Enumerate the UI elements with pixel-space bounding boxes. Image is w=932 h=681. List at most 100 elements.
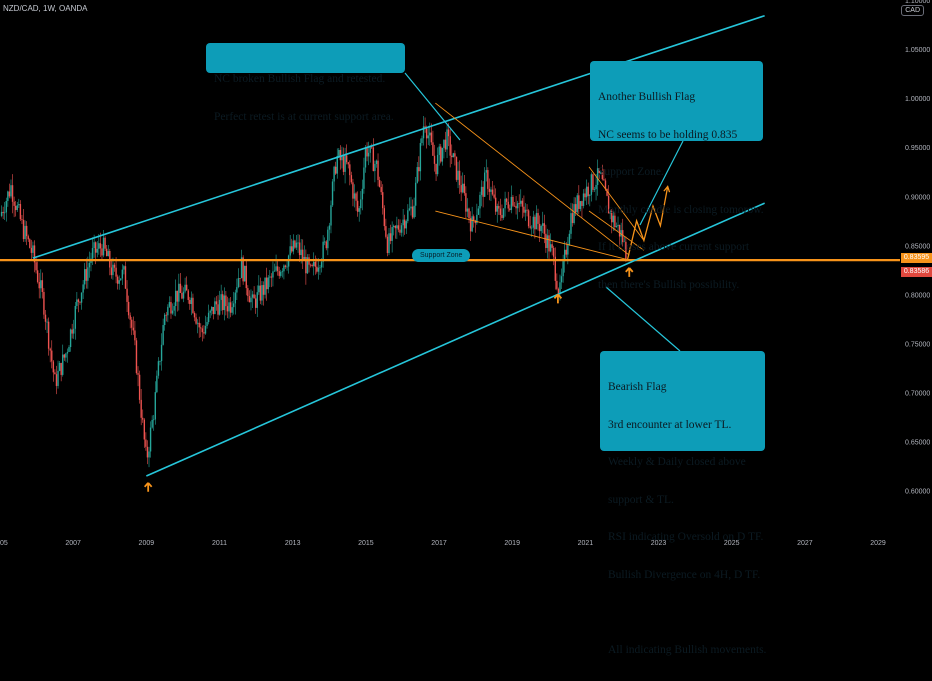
candle-body [488,188,491,192]
annotation-line: Bullish Divergence on 4H, D TF. [608,568,761,581]
x-tick-label: 2023 [651,540,667,547]
candle-body [606,189,608,196]
annotation-line: RSI indicating Oversold on D TF. [608,531,764,543]
candle-body [512,196,514,206]
annotation-line: Bearish Flag [608,381,667,393]
candle-body [454,153,456,157]
candle-body [609,211,611,214]
candle-body [499,208,502,216]
candle-body [126,288,128,302]
x-tick-label: 2015 [358,540,374,547]
candle-body [399,229,401,233]
candle-body [43,291,45,315]
candle-body [585,186,588,198]
candle-body [121,269,124,279]
x-tick-label: 2021 [578,540,594,547]
candle-body [429,132,431,136]
candle-body [127,301,130,316]
candle-body [142,417,144,420]
candle-body [123,266,125,270]
candle-body [496,205,498,212]
candle-body [228,302,230,312]
candle-body [99,243,102,249]
candle-body [538,223,541,232]
candle-body [143,419,146,440]
candle-body [192,297,194,313]
candle-body [145,439,147,447]
candle-body [498,205,500,209]
chart-svg[interactable]: 1.10000 1.05000 1.00000 0.95000 0.90000 0.850… [0,0,932,550]
candle-body [58,362,61,371]
annotation-another-bullish-flag: Another Bullish Flag NC seems to be hold… [590,61,764,291]
candle-body [54,372,56,375]
candle-body [570,213,572,234]
candle-body [339,149,342,161]
candle-body [327,229,329,249]
candle-body [250,297,252,303]
candle-body [118,280,120,284]
candle-body [573,204,575,223]
candle-body [531,227,533,229]
candle-body [617,224,619,226]
candle-body [184,284,186,292]
chart-area[interactable]: 1.10000 1.05000 1.00000 0.95000 0.90000 0.850… [0,0,932,656]
candle-body [405,221,407,229]
x-tick-label: 2013 [285,540,301,547]
candle-body [73,328,75,334]
candle-body [513,205,516,207]
candle-body [167,306,169,316]
candle-body [534,216,536,230]
candle-body [21,219,23,220]
candles-layer [0,116,627,468]
candle-body [258,285,260,293]
candle-body [170,302,172,314]
candle-body [198,322,200,328]
candle-body [452,153,455,158]
candle-body [225,295,227,307]
candle-body [102,237,105,256]
up-arrow-icon [143,482,153,492]
candle-body [280,271,282,276]
candle-body [80,292,83,303]
candle-body [443,139,445,148]
candle-body [206,322,208,326]
annotation-line: Weekly & Daily closed above [608,456,746,468]
candle-body [590,174,593,195]
candle-body [303,256,306,261]
candle-body [447,129,450,137]
candle-body [27,236,29,240]
trendlines-layer [0,14,900,477]
candle-body [444,139,447,150]
candle-body [10,185,12,197]
candle-body [565,249,567,255]
candle-body [151,419,153,428]
currency-badge[interactable]: CAD [901,5,924,16]
axes-layer: 1.10000 1.05000 1.00000 0.95000 0.90000 0.850… [0,0,930,547]
candle-body [546,235,549,249]
candle-body [377,160,379,180]
candle-body [160,344,163,362]
candle-body [551,244,553,248]
candle-body [131,319,133,328]
candle-body [460,185,462,193]
bullish-flag-lower-line [588,210,645,251]
candle-body [603,179,605,181]
candle-body [41,280,44,292]
price-tag-lower: 0.83586 [901,267,932,277]
candle-body [298,242,301,256]
candle-body [342,156,345,172]
candle-body [65,353,67,358]
candle-body [68,347,70,353]
candle-body [471,216,473,232]
candle-body [217,304,219,315]
candle-body [176,290,178,302]
candle-body [256,292,258,308]
y-tick-label: 1.00000 [905,96,930,103]
candle-body [200,327,202,329]
candle-body [516,203,519,209]
price-tag-upper: 0.83595 [901,253,932,263]
candle-body [430,132,433,143]
candle-body [542,223,544,226]
x-tick-label: 2019 [504,540,520,547]
candle-body [462,183,464,193]
